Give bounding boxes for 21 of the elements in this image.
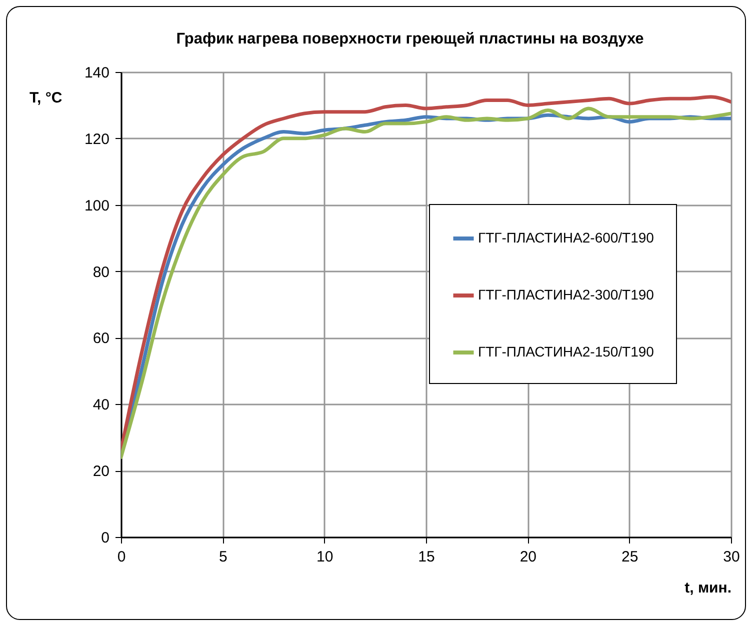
x-axis-title: t, мин. [684,580,732,596]
legend-label: ГТГ-ПЛАСТИНА2-300/Т190 [478,286,654,302]
y-tick-label: 60 [92,330,110,348]
x-tick-label: 5 [218,548,228,566]
y-tick-label: 100 [84,197,110,214]
x-tick-label: 15 [418,548,435,566]
y-tick-label: 140 [84,64,110,82]
y-tick-label: 120 [84,130,110,148]
legend-label: ГТГ-ПЛАСТИНА2-150/Т190 [478,344,654,360]
x-tick-label: 10 [316,548,334,566]
x-tick-label: 20 [520,548,537,566]
x-tick-label: 0 [117,548,126,566]
y-tick-label: 40 [92,396,110,414]
y-tick-label: 80 [92,264,110,281]
legend-label: ГТГ-ПЛАСТИНА2-600/Т190 [478,230,654,246]
y-axis-title: T, °C [30,90,62,106]
x-tick-label: 30 [723,548,740,566]
x-tick-label: 25 [621,548,638,566]
y-tick-label: 0 [101,530,110,546]
chart-title: График нагрева поверхности греющей пластины на воздухе [176,30,644,48]
y-tick-label: 20 [92,463,110,480]
